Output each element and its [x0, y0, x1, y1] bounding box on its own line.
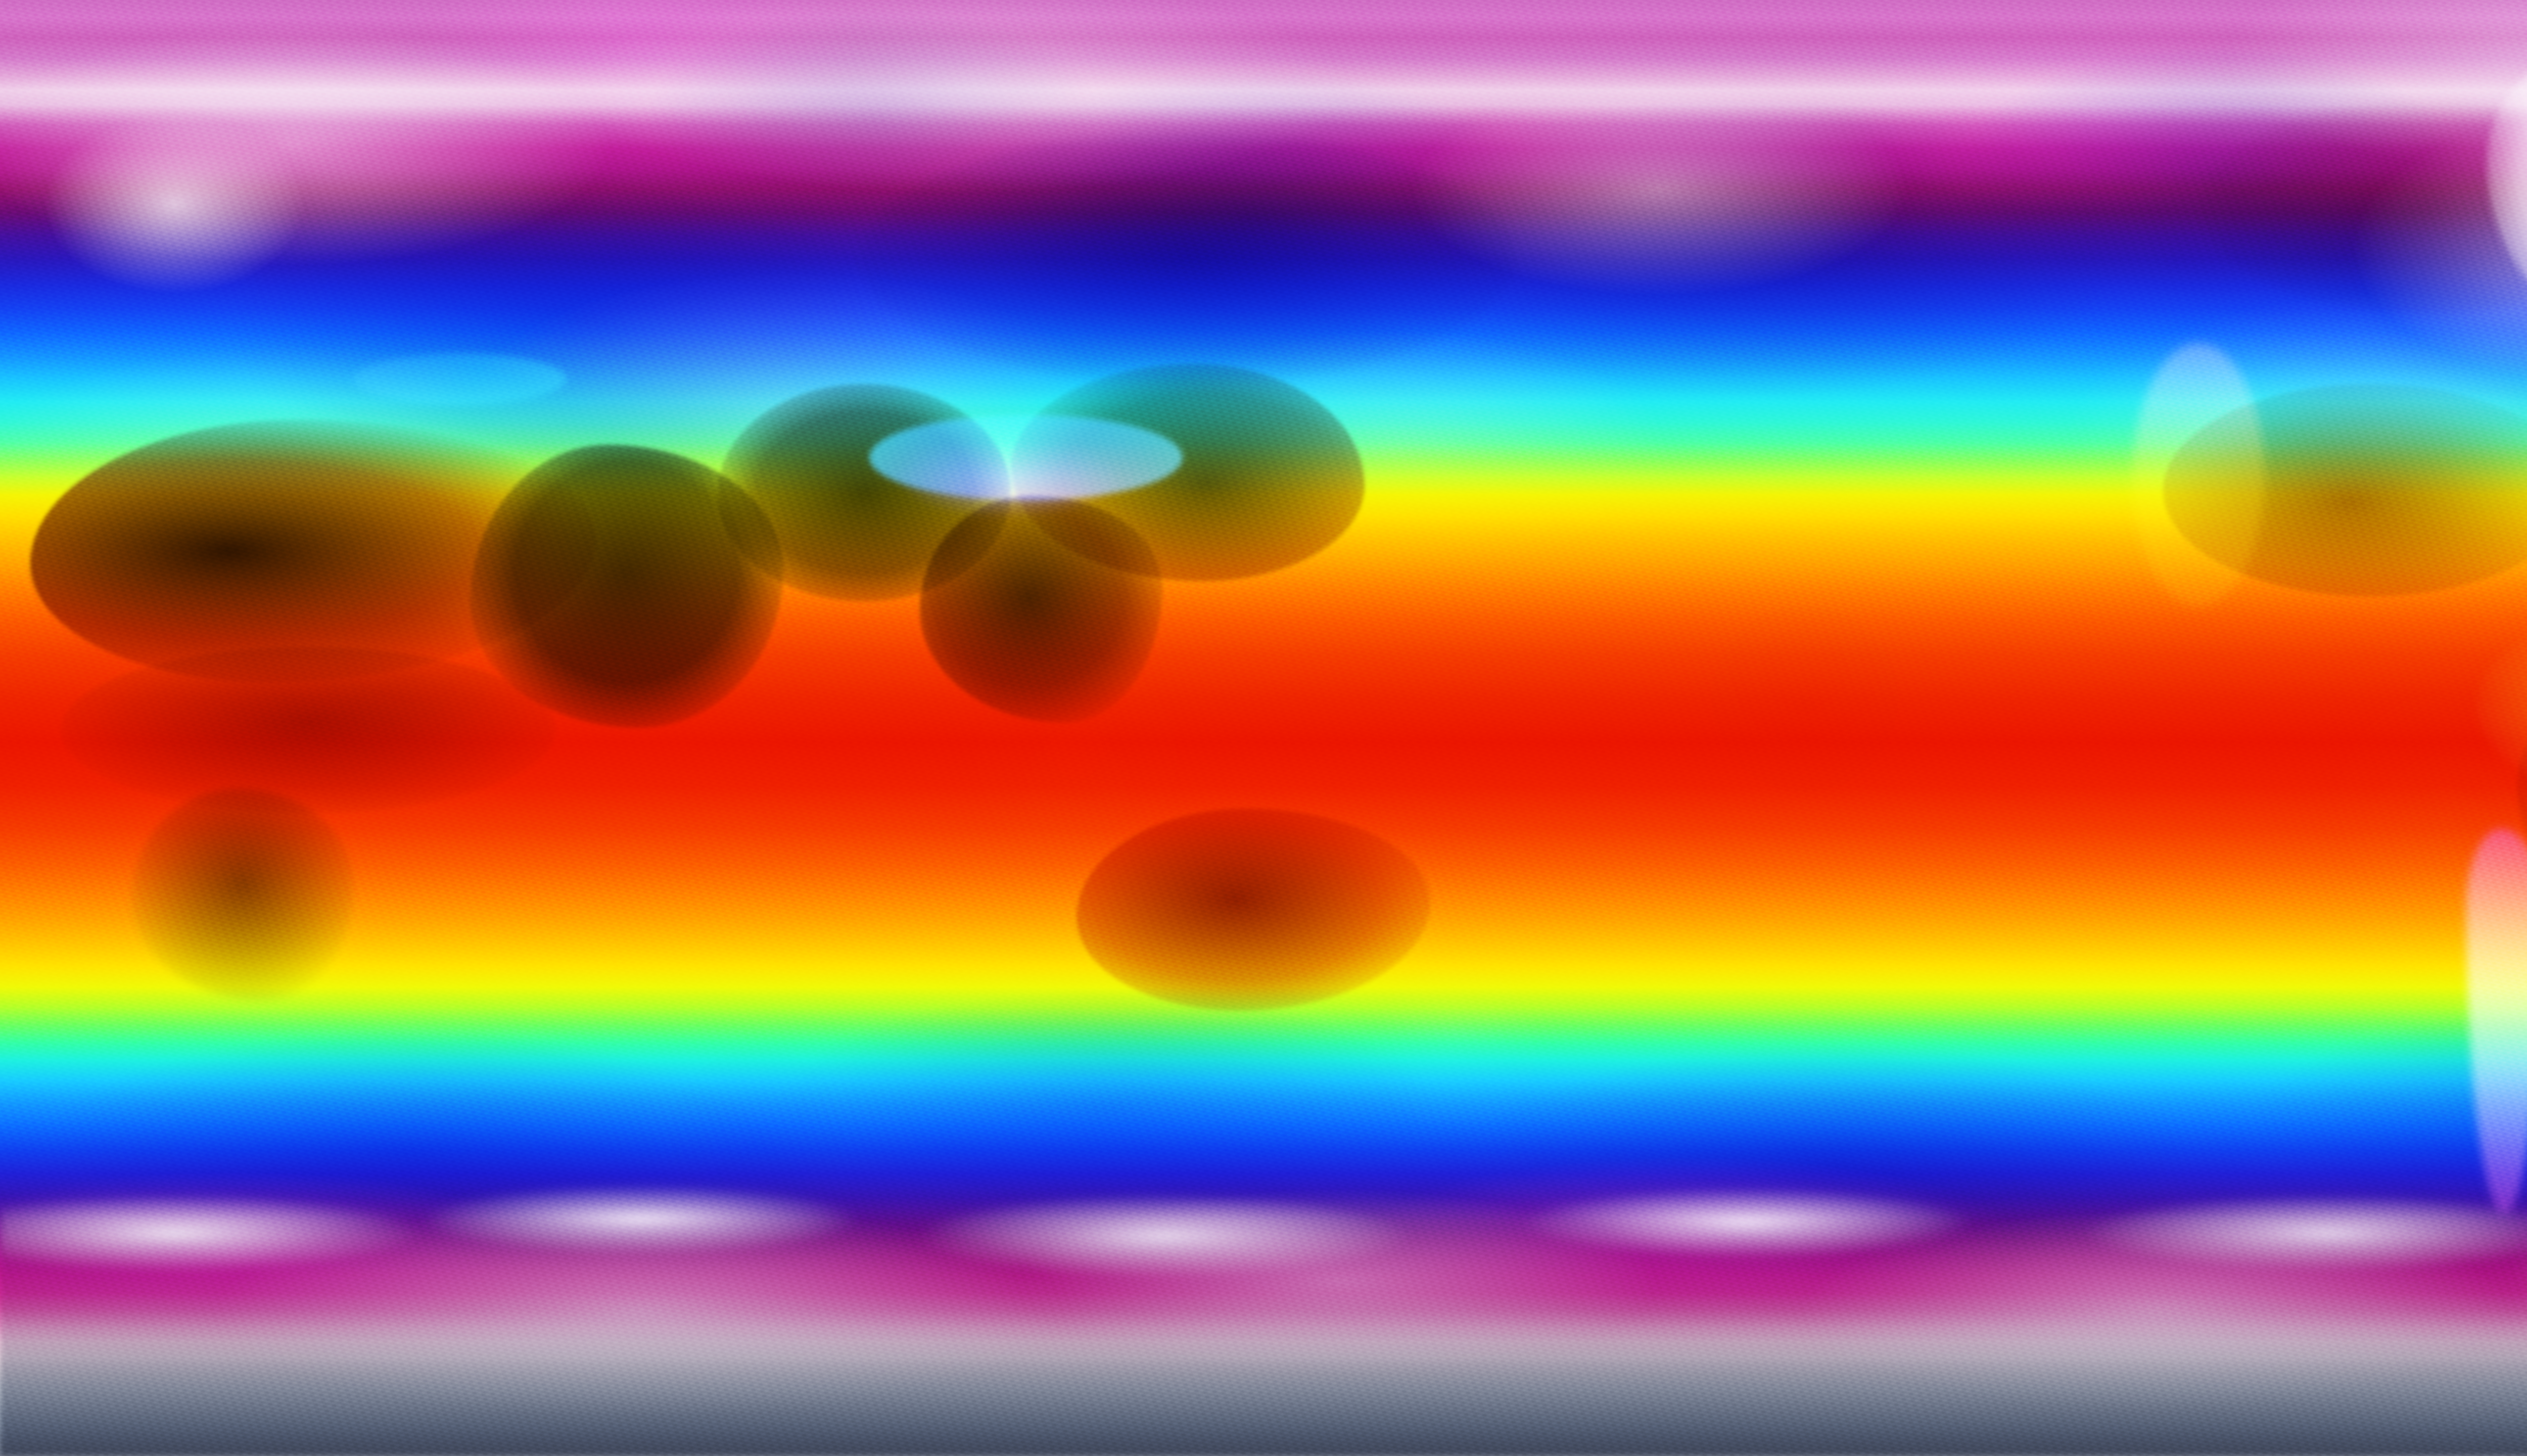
region-united-states	[2163, 384, 2527, 596]
region-tibetan-plateau	[900, 440, 1117, 515]
region-southern-africa	[131, 788, 354, 1001]
region-antarctic-plateau	[0, 1223, 2527, 1456]
region-siberia	[859, 131, 1516, 384]
region-australian-interior	[1077, 809, 1430, 1011]
region-alps	[354, 354, 566, 404]
region-sahel	[61, 647, 556, 814]
region-rocky-mountains	[2133, 344, 2264, 606]
